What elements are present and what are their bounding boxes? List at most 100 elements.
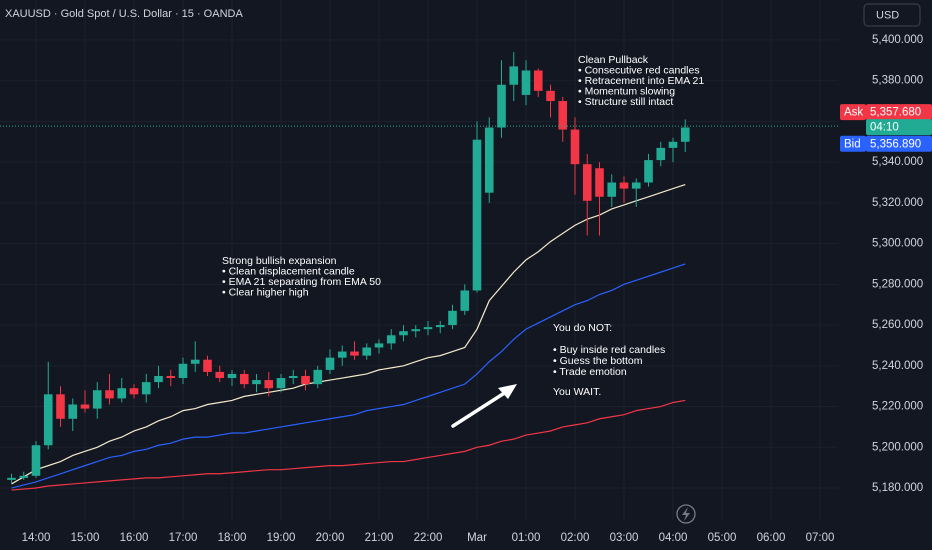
candle-body (190, 359, 200, 364)
y-tick-label: 5,320.000 (872, 197, 923, 209)
candle-body (521, 70, 531, 95)
candle-body (276, 378, 286, 389)
candle-body (558, 101, 568, 130)
icon-bolt[interactable] (682, 507, 690, 521)
candle-body (435, 325, 445, 328)
bid-tag: Bid (844, 138, 861, 150)
bid-tag-box (840, 135, 866, 152)
candle-body (178, 363, 188, 379)
candle-body (203, 359, 212, 372)
annotation-text: Clean Pullback (578, 54, 649, 66)
grid (0, 0, 838, 520)
candle-body (325, 357, 335, 370)
ask-price-box (866, 104, 932, 121)
candle-body (227, 373, 237, 379)
candle-body (43, 394, 53, 446)
candle-body (129, 388, 139, 395)
countdown: 04:10 (870, 122, 899, 134)
annotation-text: • EMA 21 separating from EMA 50 (222, 276, 381, 288)
y-tick-label: 5,300.000 (872, 238, 923, 250)
candle-body (154, 375, 163, 383)
arrow-shaft (451, 390, 508, 428)
candle-body (668, 141, 678, 148)
plot (0, 52, 840, 491)
candle-body (166, 375, 176, 379)
arrow-head (498, 384, 517, 399)
candle-body (570, 129, 580, 165)
ma-line (11, 399, 686, 491)
y-tick-label: 5,340.000 (872, 156, 923, 168)
candle-body (631, 182, 641, 189)
bid-price: 5,356.890 (870, 138, 921, 150)
candle-body (362, 347, 372, 356)
candle-body (484, 127, 494, 193)
x-tick-label: 21:00 (365, 532, 394, 544)
x-tick-label: 14:00 (22, 532, 51, 544)
x-tick-label: 17:00 (169, 532, 198, 544)
x-tick-label: 19:00 (267, 532, 296, 544)
x-tick-label: 01:00 (512, 532, 541, 544)
candle-body (399, 331, 408, 336)
candle-body (301, 375, 310, 385)
x-tick-label: 16:00 (120, 532, 149, 544)
symbol-title: XAUUSD · Gold Spot / U.S. Dollar · 15 · … (5, 8, 243, 20)
candle-body (215, 371, 225, 379)
annotation-text: • Guess the bottom (553, 355, 643, 367)
icon-ring[interactable] (676, 504, 696, 524)
candle-body (80, 404, 90, 409)
x-tick-label: 15:00 (71, 532, 100, 544)
candle-body (619, 182, 629, 189)
candle-body (533, 70, 543, 91)
annotation-text: • Buy inside red candles (553, 344, 665, 356)
annotation-text: You do NOT: (553, 322, 612, 334)
candle-body (644, 160, 653, 183)
x-tick-label: 07:00 (806, 532, 835, 544)
x-tick-label: 22:00 (414, 532, 443, 544)
candle-body (117, 388, 127, 399)
currency-box[interactable] (863, 3, 921, 27)
annotation-text: • Trade emotion (553, 366, 627, 378)
candle-body (56, 394, 65, 419)
replay-icon[interactable] (676, 504, 696, 524)
candle-body (607, 182, 617, 197)
candle-body (448, 310, 457, 326)
y-tick-label: 5,220.000 (872, 401, 923, 413)
candle-body (350, 351, 359, 356)
y-tick-label: 5,200.000 (872, 441, 923, 453)
candle-body (337, 351, 347, 358)
x-tick-label: 03:00 (610, 532, 639, 544)
candle-body (680, 127, 690, 142)
annotation-text: • Momentum slowing (578, 85, 675, 97)
candle-body (92, 390, 102, 409)
candle-body (374, 343, 384, 348)
annotation-text: Strong bullish expansion (222, 255, 337, 267)
candle-body (656, 147, 666, 161)
annotation-text: • Consecutive red candles (578, 64, 700, 76)
candle-body (582, 164, 592, 201)
annotation-text: • Retracement into EMA 21 (578, 75, 704, 87)
candle-body (105, 390, 114, 399)
currency[interactable]: USD (876, 9, 899, 21)
ma-line (11, 263, 686, 489)
x-tick-label: 04:00 (659, 532, 688, 544)
x-tick-label: 02:00 (561, 532, 590, 544)
x-tick-label: 05:00 (708, 532, 737, 544)
candle-body (141, 382, 151, 395)
candle-body (423, 327, 433, 330)
countdown-box (866, 119, 932, 136)
x-tick-label: 20:00 (316, 532, 345, 544)
candle-body (252, 380, 261, 385)
candle-body (264, 380, 274, 389)
ma-line (11, 183, 686, 485)
y-tick-label: 5,260.000 (872, 319, 923, 331)
candle-body (460, 290, 470, 311)
y-tick-label: 5,400.000 (872, 34, 923, 46)
y-tick-label: 5,240.000 (872, 360, 923, 372)
y-tick-label: 5,180.000 (872, 482, 923, 494)
ask-tag: Ask (844, 107, 863, 119)
annotation-text: • Structure still intact (578, 96, 673, 108)
y-tick-label: 5,280.000 (872, 278, 923, 290)
annotation-text: • Clear higher high (222, 286, 309, 298)
